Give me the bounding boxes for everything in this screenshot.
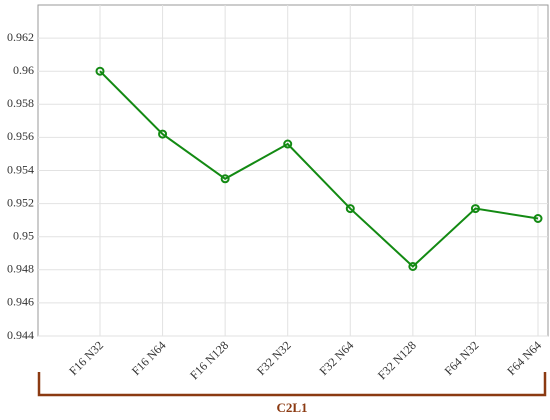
y-tick-label: 0.946 [7, 295, 34, 309]
y-tick-label: 0.944 [7, 328, 34, 342]
y-tick-label: 0.956 [7, 129, 34, 143]
x-tick-label: F32 N32 [254, 338, 294, 378]
group-bracket [37, 372, 547, 397]
y-tick-label: 0.96 [13, 63, 34, 77]
y-tick-label: 0.948 [7, 262, 34, 276]
marker [95, 66, 105, 76]
y-tick-label: 0.952 [7, 195, 34, 209]
y-tick-label: 0.962 [7, 30, 34, 44]
y-tick-label: 0.95 [13, 228, 34, 242]
x-tick-label: F32 N64 [317, 338, 357, 378]
x-tick-label: F16 N32 [66, 338, 106, 378]
marker [345, 204, 355, 214]
marker [408, 261, 418, 271]
x-tick-label: F64 N32 [442, 338, 482, 378]
marker [158, 129, 168, 139]
y-tick-label: 0.954 [7, 162, 34, 176]
group-label: C2L1 [276, 400, 307, 415]
marker [220, 174, 230, 184]
x-tick-label: F16 N128 [187, 338, 231, 382]
marker [283, 139, 293, 149]
marker [533, 213, 543, 223]
marker [470, 204, 480, 214]
line [99, 70, 539, 268]
x-tick-label: F32 N128 [375, 338, 419, 382]
x-tick-label: F16 N64 [129, 338, 169, 378]
y-tick-label: 0.958 [7, 96, 34, 110]
x-tick-label: F64 N64 [504, 338, 544, 378]
